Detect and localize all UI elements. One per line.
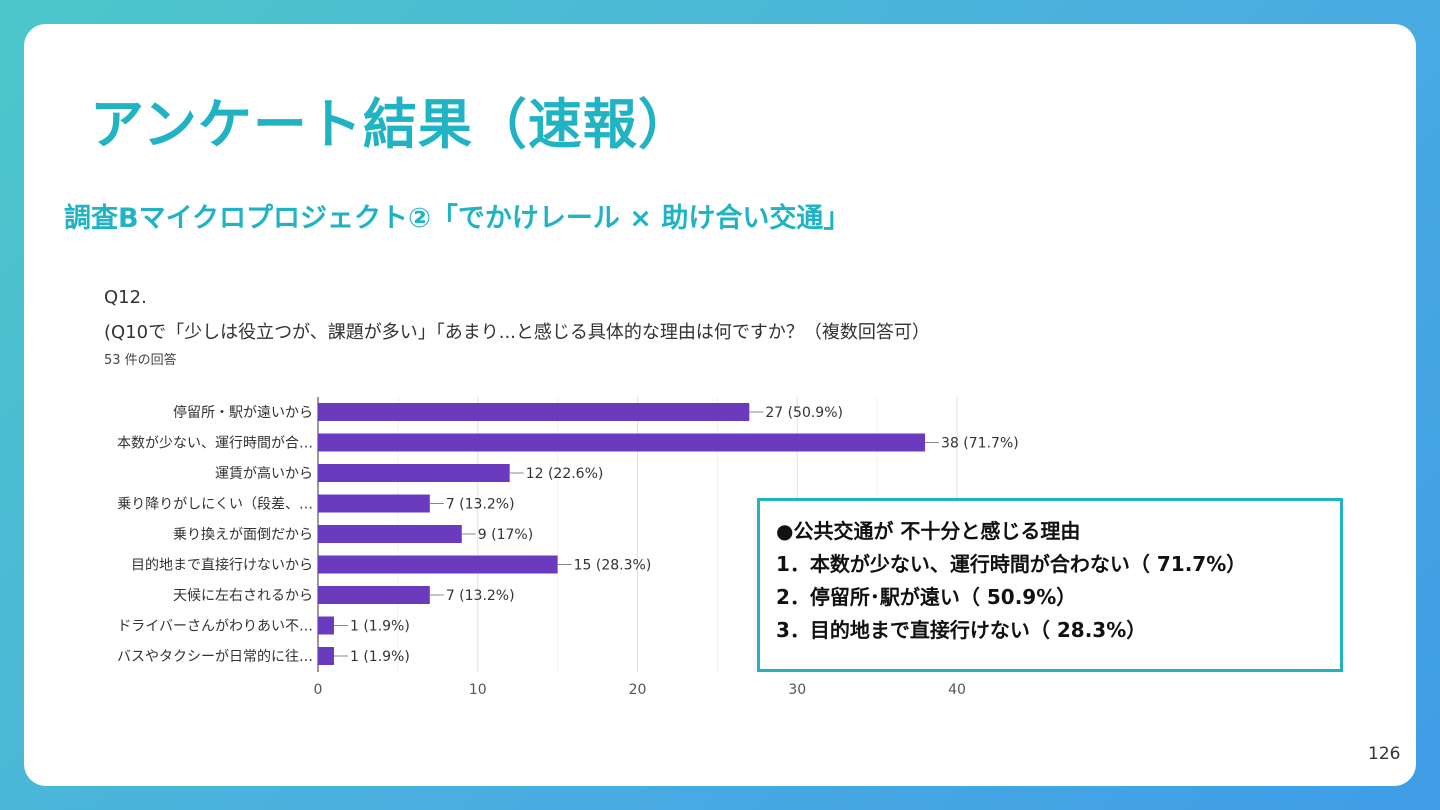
- category-label: 乗り換えが面倒だから: [173, 527, 313, 543]
- category-label: 目的地まで直接行けないから: [131, 557, 313, 574]
- summary-callout: ●公共交通が 不十分と感じる理由 1．本数が少ない、運行時間が合わない（ 71.…: [757, 498, 1343, 672]
- bar: [318, 525, 462, 543]
- bar: [318, 555, 558, 574]
- x-tick-label: 20: [629, 682, 647, 698]
- category-label: ドライバーさんがわりあい不…: [117, 619, 313, 635]
- x-tick-label: 0: [314, 682, 323, 698]
- question-text: (Q10で「少しは役立つが、課題が多い」「あまり...と感じる具体的な理由は何で…: [104, 322, 930, 343]
- data-label: 9 (17%): [478, 527, 533, 543]
- bar: [318, 433, 926, 452]
- callout-item-1: 1．本数が少ない、運行時間が合わない（ 71.7%）: [776, 552, 1247, 576]
- bar: [318, 403, 750, 421]
- response-count: 53 件の回答: [104, 353, 177, 368]
- category-label: 乗り降りがしにくい（段差、…: [117, 497, 313, 513]
- slide-title: アンケート結果（速報）: [90, 93, 693, 156]
- question-number: Q12.: [104, 287, 147, 308]
- data-label: 12 (22.6%): [526, 466, 604, 482]
- data-label: 27 (50.9%): [765, 405, 843, 421]
- bar: [318, 616, 334, 635]
- bar: [318, 464, 510, 482]
- slide-subtitle: 調査Bマイクロプロジェクト②「でかけレール × 助け合い交通」: [64, 203, 851, 234]
- callout-item-3: 3．目的地まで直接行けない（ 28.3%）: [776, 618, 1147, 642]
- data-label: 1 (1.9%): [350, 619, 410, 635]
- callout-item-2: 2．停留所･駅が遠い（ 50.9%）: [776, 585, 1077, 609]
- x-tick-label: 30: [788, 682, 806, 698]
- callout-heading: ●公共交通が 不十分と感じる理由: [776, 519, 1081, 543]
- data-label: 1 (1.9%): [350, 649, 410, 665]
- x-tick-label: 10: [469, 682, 487, 698]
- category-label: バスやタクシーが日常的に往…: [117, 649, 313, 665]
- bar: [318, 586, 430, 604]
- category-label: 停留所・駅が遠いから: [173, 404, 313, 421]
- category-label: 天候に左右されるから: [173, 588, 313, 604]
- data-label: 7 (13.2%): [446, 497, 515, 513]
- category-label: 本数が少ない、運行時間が合…: [117, 436, 313, 452]
- data-label: 15 (28.3%): [574, 558, 652, 574]
- page-number: 126: [1368, 744, 1401, 764]
- bar: [318, 647, 334, 665]
- data-label: 7 (13.2%): [446, 588, 515, 604]
- bar: [318, 494, 430, 513]
- category-label: 運賃が高いから: [215, 465, 313, 482]
- x-tick-label: 40: [948, 682, 966, 698]
- data-label: 38 (71.7%): [941, 436, 1019, 452]
